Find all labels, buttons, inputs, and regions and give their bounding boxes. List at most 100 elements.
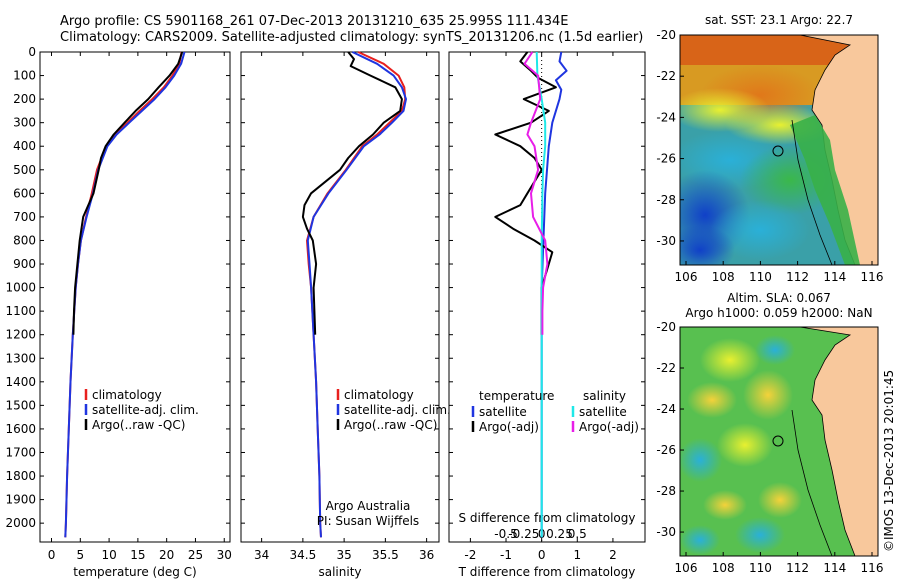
s-tick-label: 0.25 (546, 527, 573, 541)
map-x-tick-label: 106 (675, 270, 698, 284)
x-tick-label: 1 (573, 548, 581, 562)
map-x-tick-label: 106 (675, 561, 698, 575)
x-tick-label: 5 (76, 548, 84, 562)
legend-label: satellite-adj. clim. (92, 403, 199, 417)
map-y-tick-label: -26 (656, 443, 676, 457)
sst-map-title: sat. SST: 23.1 Argo: 22.7 (705, 13, 853, 27)
map-x-tick-label: 110 (749, 270, 772, 284)
map-y-tick-label: -26 (656, 152, 676, 166)
map-x-tick-label: 108 (712, 561, 735, 575)
header-line-2: Climatology: CARS2009. Satellite-adjuste… (60, 30, 644, 45)
map-x-tick-label: 108 (712, 270, 735, 284)
map-x-tick-label: 112 (786, 270, 809, 284)
series-line-argo-raw-qc- (301, 51, 403, 335)
x-axis-label: salinity (318, 565, 361, 579)
s-tick-label: -0.5 (494, 527, 517, 541)
legend-label: Argo(..raw -QC) (344, 418, 437, 432)
x-tick-label: 34 (254, 548, 269, 562)
legend-label: Argo(..raw -QC) (92, 418, 185, 432)
argo-location-marker (772, 145, 784, 157)
legend-label: satellite (579, 405, 627, 419)
x-tick-label: 2 (609, 548, 617, 562)
y-tick-label: 600 (13, 186, 36, 200)
argo-location-marker-sla (772, 435, 784, 447)
x-tick-label: 35.5 (372, 548, 399, 562)
legend-label: Argo(-adj) (579, 420, 639, 434)
x-tick-label: 10 (101, 548, 116, 562)
temperature-profile-panel: 0100200300400500600700800900100011001200… (5, 45, 231, 579)
map-y-tick-label: -20 (656, 320, 676, 334)
series-line-satellite-adj-clim- (306, 51, 407, 538)
y-tick-label: 1700 (5, 445, 36, 459)
sla-map: Altim. SLA: 0.067 Argo h1000: 0.059 h200… (656, 291, 883, 575)
y-tick-label: 1100 (5, 304, 36, 318)
panel-annotation: PI: Susan Wijffels (317, 514, 419, 528)
imos-credit: ©IMOS 13-Dec-2013 20:01:45 (882, 370, 896, 552)
plot-frame (240, 51, 440, 543)
sla-map-title-line-1: Altim. SLA: 0.067 (727, 291, 831, 305)
y-tick-label: 1600 (5, 422, 36, 436)
map-x-tick-label: 112 (786, 561, 809, 575)
legend-label: Argo(-adj) (479, 420, 539, 434)
y-tick-label: 1400 (5, 375, 36, 389)
legend-label: satellite (479, 405, 527, 419)
x-tick-label: 0 (538, 548, 546, 562)
x-tick-label: 15 (130, 548, 145, 562)
legend-label: climatology (344, 388, 414, 402)
y-tick-label: 200 (13, 92, 36, 106)
s-tick-label: -0.25 (508, 527, 539, 541)
y-tick-label: 1300 (5, 351, 36, 365)
x-tick-label: 34.5 (290, 548, 317, 562)
map-y-tick-label: -24 (656, 402, 676, 416)
y-tick-label: 700 (13, 210, 36, 224)
map-x-tick-label: 110 (749, 561, 772, 575)
legend-title-salinity: salinity (583, 389, 626, 403)
map-y-tick-label: -30 (656, 525, 676, 539)
header-line-1: Argo profile: CS 5901168_261 07-Dec-2013… (60, 14, 569, 29)
x-tick-label: 36 (419, 548, 434, 562)
plot-frame (448, 51, 646, 543)
y-tick-label: 500 (13, 163, 36, 177)
s-tick-label: 0.5 (568, 527, 587, 541)
map-y-tick-label: -22 (656, 69, 676, 83)
legend-label: satellite-adj. clim. (344, 403, 451, 417)
y-tick-label: 900 (13, 257, 36, 271)
x-tick-label: 30 (217, 548, 232, 562)
y-tick-label: 1200 (5, 328, 36, 342)
map-x-tick-label: 114 (823, 270, 846, 284)
y-tick-label: 1000 (5, 281, 36, 295)
difference-profile-panel: -2 -1 0 1 2 T difference from climatology -0.5… (448, 51, 646, 579)
y-tick-label: 1500 (5, 398, 36, 412)
x-axis-label: T difference from climatology (458, 565, 636, 579)
series-line-s-argo-adj- (523, 51, 549, 335)
map-y-tick-label: -20 (656, 28, 676, 42)
map-y-tick-label: -30 (656, 234, 676, 248)
y-tick-label: 300 (13, 116, 36, 130)
map-y-tick-label: -22 (656, 361, 676, 375)
y-tick-label: 800 (13, 233, 36, 247)
y-tick-label: 2000 (5, 516, 36, 530)
x-tick-label: 0 (48, 548, 56, 562)
map-y-tick-label: -28 (656, 484, 676, 498)
y-tick-label: 1800 (5, 469, 36, 483)
s-axis-label: S difference from climatology (459, 511, 636, 525)
legend-title-temperature: temperature (479, 389, 554, 403)
x-tick-label: 35 (336, 548, 351, 562)
plot-frame (39, 51, 231, 543)
y-tick-label: 1900 (5, 493, 36, 507)
map-x-tick-label: 114 (823, 561, 846, 575)
y-tick-label: 100 (13, 69, 36, 83)
x-tick-label: -2 (464, 548, 476, 562)
x-tick-label: 25 (188, 548, 203, 562)
series-line-t-argo-adj- (494, 51, 557, 335)
x-tick-label: -1 (500, 548, 512, 562)
y-tick-label: 0 (28, 45, 36, 59)
sla-map-title-line-2: Argo h1000: 0.059 h2000: NaN (685, 306, 872, 320)
series-line-argo-raw-qc- (72, 51, 184, 335)
x-axis-label: temperature (deg C) (73, 565, 196, 579)
sst-map: sat. SST: 23.1 Argo: 22.7 106 108 110 112 11… (656, 13, 883, 284)
map-y-tick-label: -24 (656, 110, 676, 124)
y-tick-label: 400 (13, 139, 36, 153)
map-y-tick-label: -28 (656, 193, 676, 207)
